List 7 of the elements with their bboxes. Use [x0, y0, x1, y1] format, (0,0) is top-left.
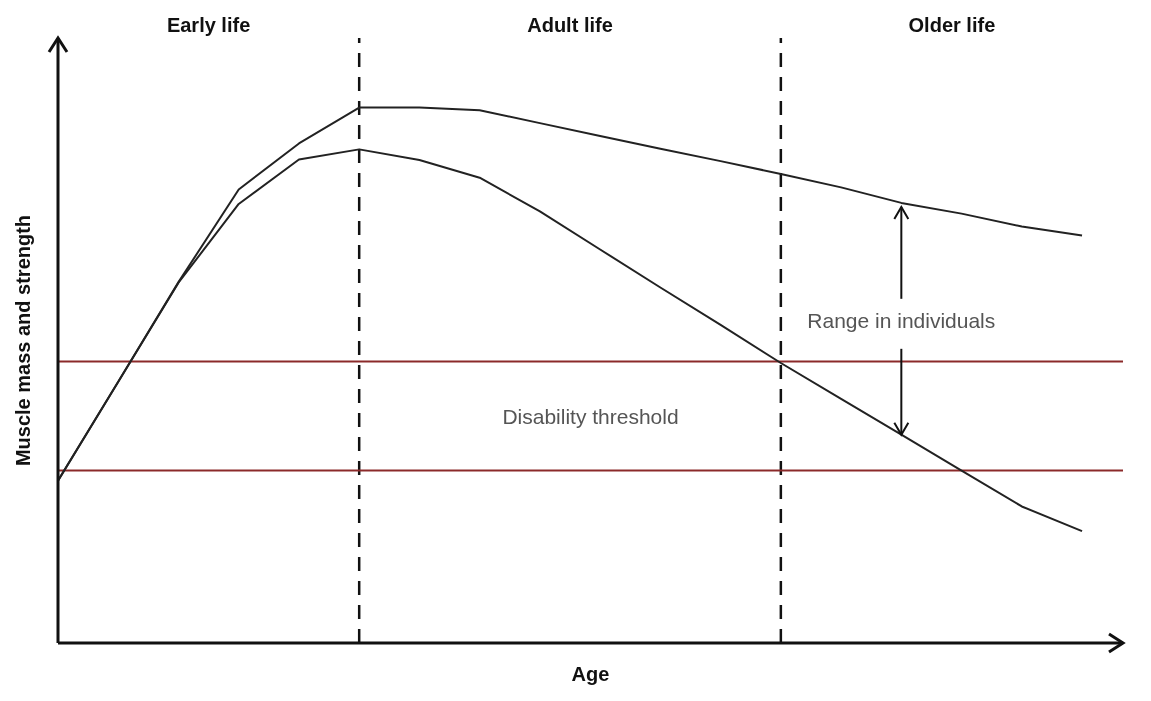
ref-line-label: Disability threshold [502, 405, 679, 429]
x-axis-title: Age [571, 663, 610, 685]
text: Older life [907, 14, 997, 37]
annotation: Range in individuals [806, 308, 997, 333]
y-axis-title: Muscle mass and strength [12, 214, 35, 467]
text: Early life [165, 14, 252, 37]
text: Adult life [526, 14, 614, 37]
